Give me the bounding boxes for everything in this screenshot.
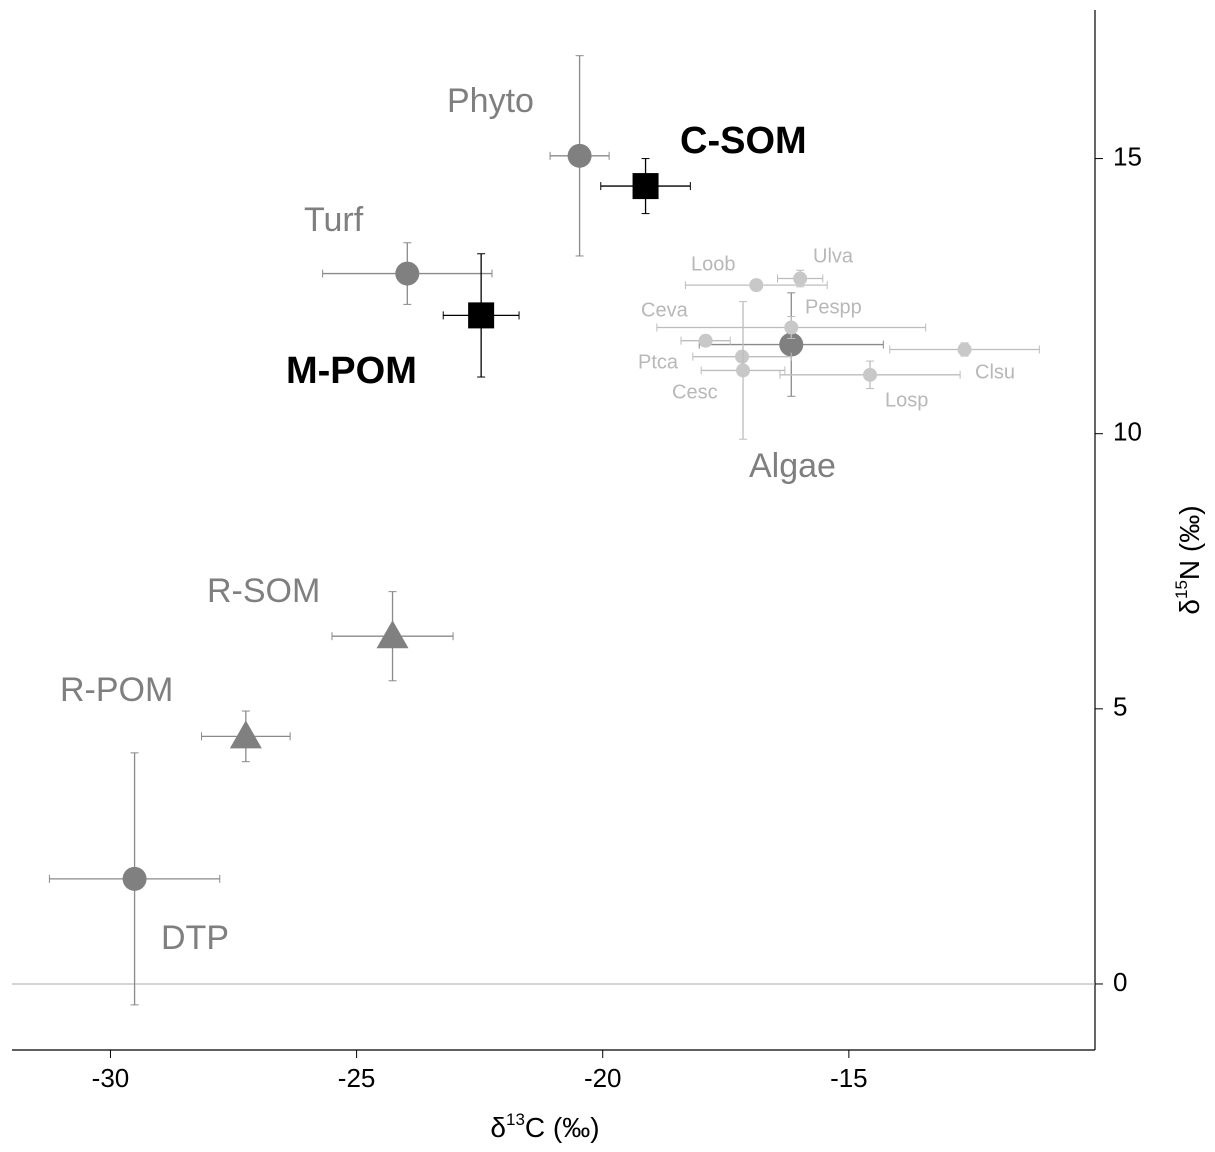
- point-label: Pespp: [805, 296, 862, 318]
- x-tick-label: -30: [92, 1063, 130, 1093]
- circle-marker: [567, 143, 592, 168]
- point-label: Ulva: [813, 245, 854, 267]
- y-axis-title: δ15N (‰): [1172, 505, 1205, 614]
- point-label: Algae: [749, 447, 836, 485]
- y-axis-title-part: 15: [1172, 580, 1191, 599]
- circle-marker: [863, 367, 878, 382]
- triangle-marker: [376, 620, 409, 649]
- y-axis-title-part: δ: [1174, 599, 1205, 615]
- square-marker: [632, 173, 659, 200]
- circle-marker: [957, 342, 972, 357]
- point-label: Ptca: [638, 351, 679, 373]
- circle-marker: [779, 332, 804, 357]
- point-label: R-SOM: [207, 572, 320, 610]
- y-tick-label: 15: [1113, 141, 1142, 171]
- point-label: Phyto: [447, 82, 534, 120]
- circle-marker: [395, 261, 420, 286]
- point-label: Losp: [885, 389, 928, 411]
- y-axis-title-part: N (‰): [1174, 505, 1205, 580]
- y-tick-label: 0: [1113, 967, 1127, 997]
- point-label: R-POM: [60, 671, 173, 709]
- circle-marker: [698, 333, 713, 348]
- x-axis-title-part: δ: [490, 1112, 506, 1143]
- x-axis-title-part: 13: [506, 1110, 525, 1129]
- point-label: C-SOM: [680, 120, 807, 162]
- point-label: Cesc: [672, 381, 718, 403]
- circle-marker: [793, 271, 808, 286]
- point-label: M-POM: [286, 350, 417, 392]
- point-label: Clsu: [975, 361, 1015, 383]
- x-axis-title-part: C (‰): [525, 1112, 600, 1143]
- circle-marker: [749, 278, 764, 293]
- point-label: Turf: [304, 201, 364, 239]
- y-tick-label: 5: [1113, 692, 1127, 722]
- point-label: Ceva: [641, 299, 689, 321]
- square-marker: [468, 302, 495, 329]
- x-tick-label: -15: [830, 1063, 868, 1093]
- x-tick-label: -20: [584, 1063, 622, 1093]
- circle-marker: [736, 363, 751, 378]
- x-tick-label: -25: [338, 1063, 376, 1093]
- y-tick-label: 10: [1113, 417, 1142, 447]
- point-label: DTP: [161, 919, 229, 957]
- triangle-marker: [229, 720, 262, 749]
- circle-marker: [122, 866, 147, 891]
- circle-marker: [735, 349, 750, 364]
- x-axis-title: δ13C (‰): [490, 1110, 599, 1143]
- point-label: Loob: [691, 253, 736, 275]
- circle-marker: [784, 320, 799, 335]
